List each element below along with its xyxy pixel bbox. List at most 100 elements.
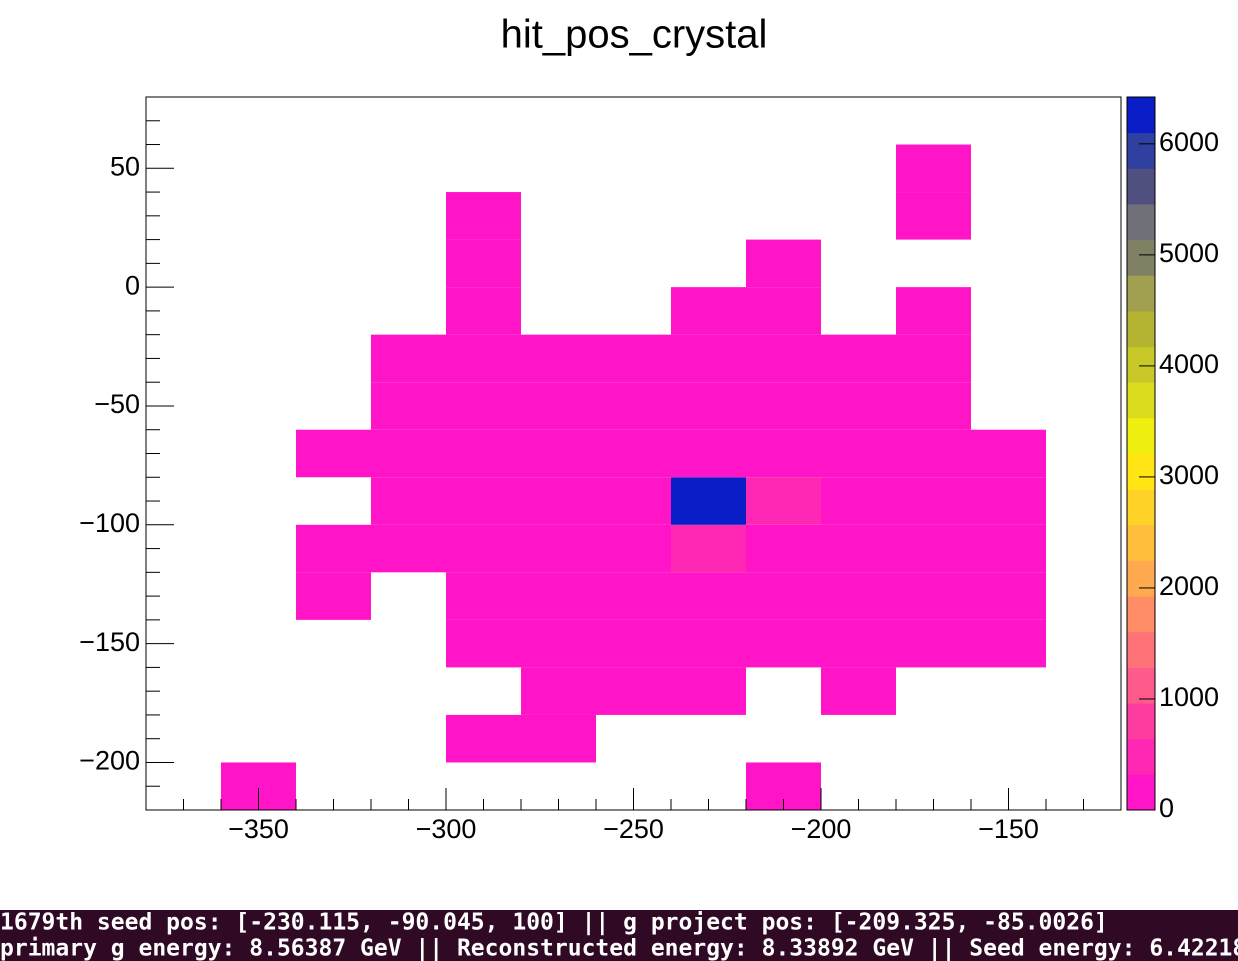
status-line: 1679th seed pos: [-230.115, -90.045, 100… xyxy=(0,910,1108,936)
cell xyxy=(596,572,671,620)
cell xyxy=(521,714,596,763)
cell xyxy=(896,192,971,240)
cell xyxy=(971,572,1046,620)
cell xyxy=(971,524,1046,573)
cell xyxy=(446,192,521,240)
cell xyxy=(746,619,821,668)
cell xyxy=(896,619,971,668)
cell xyxy=(821,477,896,525)
palette-band xyxy=(1127,453,1155,490)
cell xyxy=(746,239,821,288)
cell xyxy=(896,144,971,193)
cell xyxy=(446,239,521,288)
cell xyxy=(371,524,446,573)
x-tick-label: −250 xyxy=(603,814,664,844)
cell xyxy=(596,667,671,715)
z-tick-label: 5000 xyxy=(1159,238,1219,268)
cell xyxy=(596,524,671,573)
palette-band xyxy=(1127,489,1155,526)
chart-title: hit_pos_crystal xyxy=(501,13,768,57)
x-tick-label: −300 xyxy=(416,814,477,844)
cell xyxy=(521,429,596,478)
y-tick-label: 0 xyxy=(125,270,140,300)
cell xyxy=(746,524,821,573)
y-tick-label: −150 xyxy=(79,627,140,657)
cell xyxy=(821,667,896,715)
cell xyxy=(521,334,596,383)
cell xyxy=(821,524,896,573)
cell xyxy=(296,524,371,573)
y-tick-label: −50 xyxy=(94,389,140,419)
cell xyxy=(896,572,971,620)
cell xyxy=(896,477,971,525)
cell xyxy=(896,382,971,430)
cell xyxy=(521,382,596,430)
cell xyxy=(521,572,596,620)
cell xyxy=(446,477,521,525)
cell xyxy=(821,619,896,668)
cell xyxy=(671,477,746,525)
palette-band xyxy=(1127,560,1155,597)
cell xyxy=(671,667,746,715)
x-tick-label: −200 xyxy=(791,814,852,844)
cell xyxy=(596,429,671,478)
cell xyxy=(596,619,671,668)
palette-band xyxy=(1127,346,1155,383)
cell xyxy=(296,429,371,478)
cell xyxy=(446,524,521,573)
status-bar xyxy=(0,910,1238,961)
cell xyxy=(821,429,896,478)
cell xyxy=(446,714,521,763)
cell xyxy=(446,619,521,668)
cell xyxy=(746,287,821,335)
palette-band xyxy=(1127,132,1155,169)
palette-band xyxy=(1127,417,1155,454)
z-tick-label: 1000 xyxy=(1159,682,1219,712)
cell xyxy=(596,477,671,525)
z-tick-label: 4000 xyxy=(1159,349,1219,379)
z-tick-label: 3000 xyxy=(1159,460,1219,490)
y-tick-label: −200 xyxy=(79,746,140,776)
palette-band xyxy=(1127,275,1155,312)
cell xyxy=(746,382,821,430)
cell xyxy=(896,524,971,573)
cell xyxy=(446,334,521,383)
z-tick-label: 2000 xyxy=(1159,571,1219,601)
palette-band xyxy=(1127,310,1155,348)
cell xyxy=(596,334,671,383)
cell xyxy=(446,382,521,430)
palette-band xyxy=(1127,239,1155,276)
cell xyxy=(371,477,446,525)
cell xyxy=(746,334,821,383)
cell xyxy=(821,334,896,383)
cell xyxy=(971,619,1046,668)
z-tick-label: 6000 xyxy=(1159,127,1219,157)
palette-band xyxy=(1127,667,1155,704)
cell xyxy=(746,477,821,525)
cell xyxy=(446,572,521,620)
cell xyxy=(896,429,971,478)
palette-band xyxy=(1127,774,1155,811)
x-tick-label: −150 xyxy=(978,814,1039,844)
cell xyxy=(746,572,821,620)
y-tick-label: −100 xyxy=(79,508,140,538)
cell xyxy=(671,334,746,383)
cell xyxy=(371,429,446,478)
cell xyxy=(371,382,446,430)
palette-band xyxy=(1127,524,1155,561)
palette-band xyxy=(1127,97,1155,134)
cell xyxy=(296,572,371,620)
palette-band xyxy=(1127,596,1155,633)
cell xyxy=(671,382,746,430)
cell xyxy=(671,524,746,573)
palette-band xyxy=(1127,703,1155,740)
palette-band xyxy=(1127,738,1155,775)
y-tick-label: 50 xyxy=(110,151,140,181)
x-tick-label: −350 xyxy=(228,814,289,844)
cell xyxy=(521,524,596,573)
palette-band xyxy=(1127,382,1155,419)
cell xyxy=(671,429,746,478)
cell xyxy=(971,477,1046,525)
cell xyxy=(521,477,596,525)
